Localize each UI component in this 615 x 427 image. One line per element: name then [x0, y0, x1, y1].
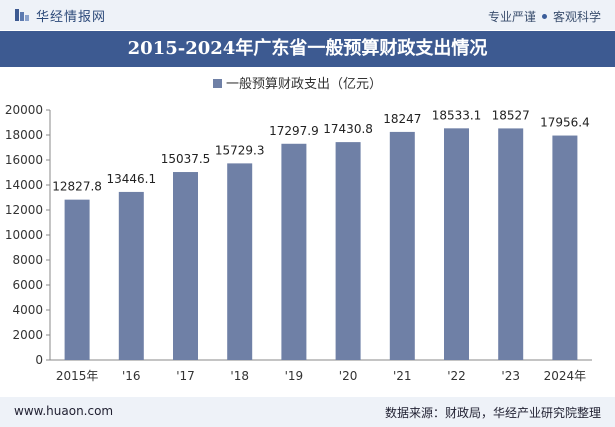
- slogan-left: 专业严谨: [487, 10, 536, 24]
- bar: [498, 128, 524, 360]
- bar: [552, 135, 578, 360]
- bar-value-label: 17430.8: [323, 122, 373, 136]
- slogan: 专业严谨 客观科学: [488, 8, 601, 25]
- bar-value-label: 17297.9: [269, 124, 319, 138]
- x-tick-label: '18: [230, 369, 249, 383]
- bar-value-label: 18247: [383, 112, 421, 126]
- bar-value-label: 18527: [492, 108, 530, 122]
- title-bar: 2015-2024年广东省一般预算财政支出情况: [0, 31, 615, 67]
- y-tick-label: 16000: [5, 153, 43, 167]
- y-axis: 0 2000 4000 6000 8000 10000 12000 14000 16000 180…: [5, 103, 51, 367]
- chart-legend: 一般预算财政支出（亿元）: [213, 76, 382, 92]
- brand-logo-icon: [15, 9, 29, 21]
- x-tick-label: '16: [122, 369, 141, 383]
- bar-value-label: 15037.5: [161, 152, 211, 166]
- y-tick-label: 6000: [12, 278, 43, 292]
- x-tick-label: '23: [501, 369, 520, 383]
- x-tick-label: '19: [285, 369, 304, 383]
- y-tick-label: 4000: [12, 303, 43, 317]
- bar: [173, 172, 198, 360]
- footer: www.huaon.com 数据来源：财政局，华经产业研究院整理: [0, 397, 615, 427]
- y-tick-label: 20000: [5, 103, 43, 117]
- bar: [444, 128, 469, 360]
- bar: [64, 199, 90, 360]
- x-tick-label: '17: [176, 369, 195, 383]
- bar: [389, 131, 415, 360]
- slogan-separator-icon: [541, 14, 547, 19]
- y-tick-label: 18000: [5, 128, 43, 142]
- x-tick-label: '20: [339, 369, 358, 383]
- legend-swatch: [213, 79, 222, 88]
- brand: 华经情报网: [14, 7, 107, 25]
- y-tick-label: 12000: [5, 203, 43, 217]
- bar-value-label: 18533.1: [432, 108, 482, 122]
- chart-title: 2015-2024年广东省一般预算财政支出情况: [127, 38, 488, 59]
- x-tick-label: 2024年: [544, 369, 587, 383]
- bar: [335, 142, 361, 360]
- x-tick-label: '22: [447, 369, 466, 383]
- y-tick-label: 8000: [12, 253, 43, 267]
- legend-label: 一般预算财政支出（亿元）: [226, 76, 382, 92]
- bar-value-label: 13446.1: [106, 172, 156, 186]
- y-tick-label: 14000: [5, 178, 43, 192]
- website-link[interactable]: www.huaon.com: [14, 404, 114, 418]
- bar: [281, 143, 307, 360]
- y-tick-label: 0: [35, 353, 43, 367]
- x-axis: 2015年 '16 '17 '18 '19 '20 '21 '22 '23 2024年: [50, 359, 592, 383]
- x-tick-label: 2015年: [56, 369, 99, 383]
- y-tick-label: 10000: [5, 228, 43, 242]
- bar-value-label: 15729.3: [215, 143, 265, 157]
- top-bar: 华经情报网 专业严谨 客观科学: [0, 0, 615, 30]
- brand-name: 华经情报网: [36, 9, 107, 25]
- slogan-right: 客观科学: [552, 10, 601, 24]
- bar-value-label: 17956.4: [540, 116, 590, 130]
- bars: [64, 128, 578, 360]
- value-labels: 12827.8 13446.1 15037.5 15729.3 17297.9 17430…: [52, 108, 589, 193]
- x-tick-label: '21: [393, 369, 412, 383]
- bar-chart: 一般预算财政支出（亿元） 0 2000 4000 6000 8000 10000 12000…: [5, 76, 592, 383]
- y-tick-label: 2000: [12, 328, 43, 342]
- bar-value-label: 12827.8: [52, 180, 102, 194]
- data-source: 数据来源：财政局，华经产业研究院整理: [384, 406, 601, 420]
- bar: [227, 163, 253, 360]
- bar: [118, 191, 144, 360]
